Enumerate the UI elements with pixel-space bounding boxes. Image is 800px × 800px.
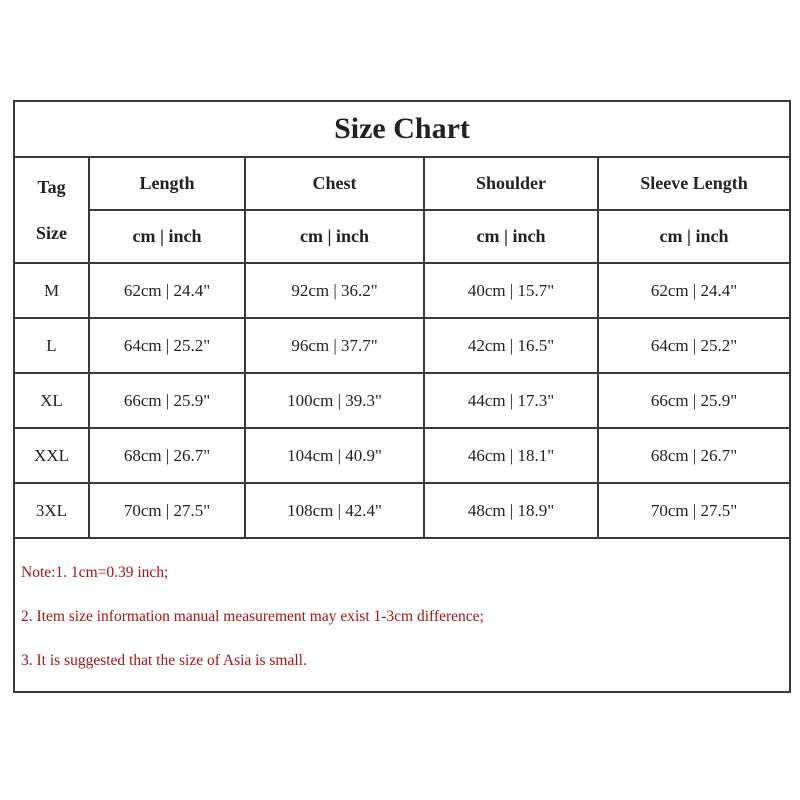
measurement-cell: 66cm | 25.9" (88, 372, 246, 429)
column-header-sleeve-length: Sleeve Length (597, 156, 791, 211)
table-row: M 62cm | 24.4" 92cm | 36.2" 40cm | 15.7" 62c… (13, 262, 791, 319)
measurement-cell: 92cm | 36.2" (244, 262, 425, 319)
measurement-cell: 42cm | 16.5" (423, 317, 599, 374)
table-row: 3XL 70cm | 27.5" 108cm | 42.4" 48cm | 18.9"… (13, 482, 791, 539)
size-cell: 3XL (13, 482, 90, 539)
measurement-cell: 40cm | 15.7" (423, 262, 599, 319)
tag-size-header: Tag Size (13, 156, 90, 264)
note-1: Note:1. 1cm=0.39 inch; (21, 564, 169, 581)
measurement-cell: 70cm | 27.5" (88, 482, 246, 539)
measurement-cell: 62cm | 24.4" (597, 262, 791, 319)
measurement-cell: 44cm | 17.3" (423, 372, 599, 429)
measurement-cell: 104cm | 40.9" (244, 427, 425, 484)
measurement-cell: 48cm | 18.9" (423, 482, 599, 539)
chart-title: Size Chart (13, 100, 791, 158)
note-3: 3. It is suggested that the size of Asia… (21, 652, 307, 669)
size-cell: XXL (13, 427, 90, 484)
measurement-cell: 66cm | 25.9" (597, 372, 791, 429)
measurement-cell: 62cm | 24.4" (88, 262, 246, 319)
table-row: L 64cm | 25.2" 96cm | 37.7" 42cm | 16.5" 64c… (13, 317, 791, 374)
unit-label: cm | inch (597, 209, 791, 264)
notes-section: Note:1. 1cm=0.39 inch; 2. Item size info… (13, 537, 791, 693)
measurement-cell: 70cm | 27.5" (597, 482, 791, 539)
unit-label: cm | inch (88, 209, 246, 264)
measurement-cell: 64cm | 25.2" (88, 317, 246, 374)
note-2: 2. Item size information manual measurem… (21, 608, 484, 625)
column-header-chest: Chest (244, 156, 425, 211)
size-cell: L (13, 317, 90, 374)
size-chart-table: Size Chart Tag Size Length Chest Shoulde… (13, 100, 791, 693)
table-row: XL 66cm | 25.9" 100cm | 39.3" 44cm | 17.3" 6… (13, 372, 791, 429)
measurement-cell: 108cm | 42.4" (244, 482, 425, 539)
unit-label: cm | inch (244, 209, 425, 264)
unit-label: cm | inch (423, 209, 599, 264)
size-cell: XL (13, 372, 90, 429)
column-header-length: Length (88, 156, 246, 211)
measurement-cell: 68cm | 26.7" (597, 427, 791, 484)
size-label: Size (36, 223, 67, 243)
measurement-cell: 100cm | 39.3" (244, 372, 425, 429)
tag-label: Tag (37, 177, 66, 197)
measurement-cell: 68cm | 26.7" (88, 427, 246, 484)
measurement-cell: 64cm | 25.2" (597, 317, 791, 374)
size-cell: M (13, 262, 90, 319)
column-header-shoulder: Shoulder (423, 156, 599, 211)
measurement-cell: 96cm | 37.7" (244, 317, 425, 374)
table-row: XXL 68cm | 26.7" 104cm | 40.9" 46cm | 18.1"… (13, 427, 791, 484)
measurement-cell: 46cm | 18.1" (423, 427, 599, 484)
